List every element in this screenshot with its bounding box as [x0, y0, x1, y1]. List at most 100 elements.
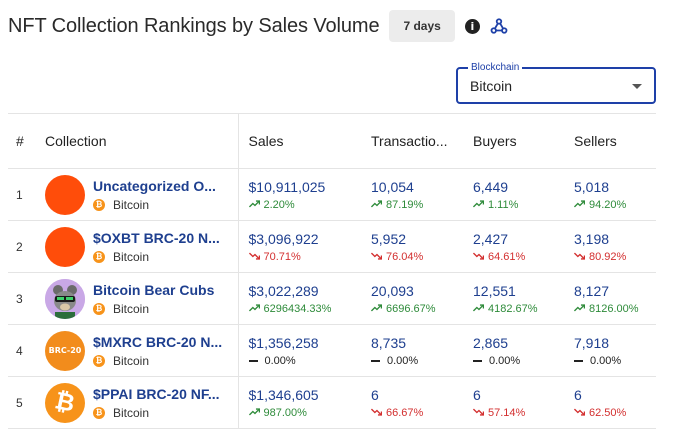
- table-row[interactable]: 4 BRC-20 $MXRC BRC-20 N... ₿ Bitcoin $1,356,2…: [8, 324, 656, 377]
- collection-avatar[interactable]: [45, 278, 85, 319]
- collection-cell: Bitcoin Bear Cubs ₿ Bitcoin: [37, 272, 239, 325]
- collection-avatar[interactable]: BRC-20: [45, 330, 85, 371]
- collection-cell: ₿ $PPAI BRC-20 NF... ₿ Bitcoin: [37, 376, 239, 429]
- chain-name: Bitcoin: [113, 197, 150, 212]
- chain-label: ₿ Bitcoin: [93, 354, 222, 368]
- trend-down-icon: [473, 251, 488, 263]
- no-change-icon: [248, 359, 258, 362]
- transactions-cell: 6 66.67%: [361, 376, 463, 429]
- sellers-change-value: 8126.00%: [589, 302, 639, 315]
- buyers-value: 2,865: [473, 334, 509, 351]
- sellers-cell: 5,018 94.20%: [564, 168, 656, 221]
- page-title: NFT Collection Rankings by Sales Volume: [8, 14, 380, 37]
- transactions-cell: 20,093 6696.67%: [361, 272, 463, 325]
- trend-up-icon: [473, 303, 488, 315]
- period-selector-button[interactable]: 7 days: [389, 10, 455, 42]
- sales-value: $3,022,289: [248, 282, 319, 299]
- rank-number: 2: [16, 239, 23, 254]
- collection-name-link[interactable]: Uncategorized O...: [93, 177, 216, 194]
- sellers-value: 8,127: [574, 282, 610, 299]
- chain-name: Bitcoin: [113, 405, 150, 420]
- chain-name: Bitcoin: [113, 249, 150, 264]
- buyers-cell: 2,427 64.61%: [463, 220, 564, 273]
- sellers-cell: 6 62.50%: [564, 376, 656, 429]
- buyers-cell: 12,551 4182.67%: [463, 272, 564, 325]
- blockchain-select[interactable]: Blockchain Bitcoin: [456, 62, 656, 104]
- caret-down-icon: [632, 84, 642, 89]
- chain-label: ₿ Bitcoin: [93, 198, 216, 212]
- collection-name-link[interactable]: $MXRC BRC-20 N...: [93, 333, 223, 350]
- sellers-change: 8126.00%: [574, 303, 656, 315]
- transactions-change: 66.67%: [371, 407, 463, 419]
- sellers-value: 3,198: [574, 230, 610, 247]
- header-sellers[interactable]: Sellers: [564, 113, 656, 169]
- collection-avatar[interactable]: ₿: [45, 382, 85, 423]
- collection-avatar[interactable]: [45, 226, 85, 267]
- info-icon[interactable]: i: [464, 18, 480, 34]
- trend-up-icon: [371, 199, 386, 211]
- sales-value: $10,911,025: [248, 178, 326, 195]
- header-transactions[interactable]: Transactio...: [361, 113, 463, 169]
- no-change-icon: [574, 359, 583, 362]
- rank-number: 5: [16, 395, 23, 410]
- sales-cell: $1,356,258 0.00%: [238, 324, 361, 377]
- buyers-value: 6,449: [473, 178, 509, 195]
- transactions-change-value: 6696.67%: [386, 302, 436, 315]
- sales-change-value: 987.00%: [263, 406, 307, 419]
- collection-name-link[interactable]: $OXBT BRC-20 N...: [93, 229, 220, 246]
- bitcoin-icon: ₿: [93, 354, 105, 367]
- collection-cell: $OXBT BRC-20 N... ₿ Bitcoin: [37, 220, 239, 273]
- sales-value: $3,096,922: [248, 230, 319, 247]
- table-row[interactable]: 5 ₿ $PPAI BRC-20 NF... ₿ Bitcoin $1,346,605 98…: [8, 376, 656, 429]
- webhook-icon[interactable]: [490, 17, 508, 35]
- buyers-value: 6: [473, 386, 481, 403]
- sellers-change-value: 94.20%: [589, 198, 627, 211]
- table-row[interactable]: 2 $OXBT BRC-20 N... ₿ Bitcoin $3,096,922 70.7…: [8, 220, 656, 273]
- transactions-change-value: 0.00%: [387, 354, 419, 367]
- trend-up-icon: [574, 303, 589, 315]
- buyers-cell: 2,865 0.00%: [463, 324, 564, 377]
- chain-label: ₿ Bitcoin: [93, 250, 220, 264]
- table-row[interactable]: 3 Bitcoin Bear Cubs ₿ Bitcoin $3,022,289 6296…: [8, 272, 656, 325]
- rank-cell: 1: [8, 168, 37, 221]
- collection-cell: BRC-20 $MXRC BRC-20 N... ₿ Bitcoin: [37, 324, 239, 377]
- buyers-change: 0.00%: [473, 355, 564, 367]
- trend-up-icon: [574, 199, 589, 211]
- trend-down-icon: [371, 251, 386, 263]
- collection-avatar[interactable]: [45, 174, 85, 215]
- no-change-icon: [371, 359, 380, 362]
- blockchain-select-value: Bitcoin: [470, 78, 513, 94]
- buyers-value: 12,551: [473, 282, 516, 299]
- sales-change: 70.71%: [248, 251, 362, 263]
- transactions-cell: 10,054 87.19%: [361, 168, 463, 221]
- sales-cell: $10,911,025 2.20%: [238, 168, 361, 221]
- table-header-row: # Collection Sales Transactio... Buyers …: [8, 113, 656, 169]
- header-sales[interactable]: Sales: [238, 113, 361, 169]
- transactions-cell: 5,952 76.04%: [361, 220, 463, 273]
- table-row[interactable]: 1 Uncategorized O... ₿ Bitcoin $10,911,025 2.…: [8, 168, 656, 221]
- sales-cell: $1,346,605 987.00%: [238, 376, 361, 429]
- collection-name-link[interactable]: $PPAI BRC-20 NF...: [93, 385, 220, 402]
- buyers-change-value: 57.14%: [488, 406, 526, 419]
- bitcoin-icon: ₿: [93, 302, 105, 315]
- header-buyers[interactable]: Buyers: [463, 113, 564, 169]
- buyers-change-value: 64.61%: [488, 250, 526, 263]
- chain-label: ₿ Bitcoin: [93, 406, 220, 420]
- header-collection[interactable]: Collection: [37, 113, 239, 169]
- bitcoin-icon: ₿: [93, 198, 105, 211]
- collection-name-link[interactable]: Bitcoin Bear Cubs: [93, 281, 215, 298]
- sellers-value: 7,918: [574, 334, 610, 351]
- rank-cell: 2: [8, 220, 37, 273]
- transactions-value: 5,952: [371, 230, 407, 247]
- buyers-change-value: 0.00%: [489, 354, 521, 367]
- sellers-change: 0.00%: [574, 355, 656, 367]
- buyers-cell: 6 57.14%: [463, 376, 564, 429]
- transactions-change: 0.00%: [371, 355, 463, 367]
- sales-change-value: 6296434.33%: [263, 302, 332, 315]
- trend-down-icon: [473, 407, 488, 419]
- transactions-value: 10,054: [371, 178, 414, 195]
- sellers-value: 5,018: [574, 178, 610, 195]
- sellers-value: 6: [574, 386, 582, 403]
- buyers-value: 2,427: [473, 230, 509, 247]
- buyers-change: 4182.67%: [473, 303, 564, 315]
